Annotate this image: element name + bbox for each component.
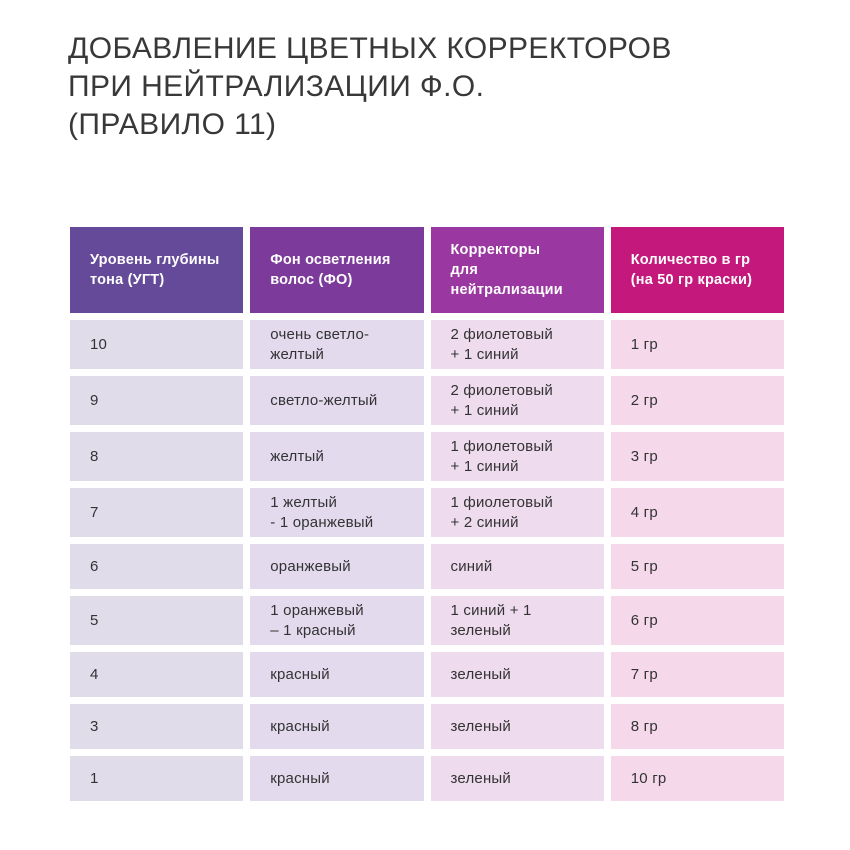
cell-ugt: 5 (70, 596, 244, 645)
cell-correctors: 2 фиолетовый + 1 синий (430, 376, 604, 425)
cell-fo: красный (250, 704, 424, 749)
cell-amount: 8 гр (610, 704, 784, 749)
cell-correctors: синий (430, 544, 604, 589)
cell-amount: 7 гр (610, 652, 784, 697)
cell-fo: 1 оранжевый – 1 красный (250, 596, 424, 645)
table-row: 8 желтый 1 фиолетовый + 1 синий 3 гр (70, 432, 784, 481)
cell-fo: очень светло-желтый (250, 320, 424, 369)
cell-correctors: 2 фиолетовый + 1 синий (430, 320, 604, 369)
cell-correctors: 1 фиолетовый + 1 синий (430, 432, 604, 481)
cell-fo: светло-желтый (250, 376, 424, 425)
cell-correctors: 1 фиолетовый + 2 синий (430, 488, 604, 537)
table-row: 10 очень светло-желтый 2 фиолетовый + 1 … (70, 320, 784, 369)
cell-fo: красный (250, 652, 424, 697)
table-row: 6 оранжевый синий 5 гр (70, 544, 784, 589)
table-row: 5 1 оранжевый – 1 красный 1 синий + 1 зе… (70, 596, 784, 645)
cell-ugt: 8 (70, 432, 244, 481)
correctors-table: Уровень глубины тона (УГТ) Фон осветлени… (70, 227, 784, 801)
cell-amount: 5 гр (610, 544, 784, 589)
cell-amount: 10 гр (610, 756, 784, 801)
cell-ugt: 4 (70, 652, 244, 697)
column-header-fo: Фон осветления волос (ФО) (250, 227, 424, 313)
table-row: 7 1 желтый - 1 оранжевый 1 фиолетовый + … (70, 488, 784, 537)
cell-correctors: 1 синий + 1 зеленый (430, 596, 604, 645)
page-title: ДОБАВЛЕНИЕ ЦВЕТНЫХ КОРРЕКТОРОВ ПРИ НЕЙТР… (68, 32, 672, 141)
cell-ugt: 10 (70, 320, 244, 369)
cell-fo: красный (250, 756, 424, 801)
cell-fo: 1 желтый - 1 оранжевый (250, 488, 424, 537)
cell-ugt: 1 (70, 756, 244, 801)
cell-correctors: зеленый (430, 704, 604, 749)
column-header-ugt: Уровень глубины тона (УГТ) (70, 227, 244, 313)
cell-amount: 6 гр (610, 596, 784, 645)
cell-amount: 2 гр (610, 376, 784, 425)
cell-ugt: 9 (70, 376, 244, 425)
table-row: 3 красный зеленый 8 гр (70, 704, 784, 749)
table-row: 1 красный зеленый 10 гр (70, 756, 784, 801)
cell-fo: оранжевый (250, 544, 424, 589)
table-row: 9 светло-желтый 2 фиолетовый + 1 синий 2… (70, 376, 784, 425)
cell-amount: 4 гр (610, 488, 784, 537)
cell-amount: 1 гр (610, 320, 784, 369)
table-row: 4 красный зеленый 7 гр (70, 652, 784, 697)
cell-ugt: 7 (70, 488, 244, 537)
table-header-row: Уровень глубины тона (УГТ) Фон осветлени… (70, 227, 784, 313)
cell-fo: желтый (250, 432, 424, 481)
cell-amount: 3 гр (610, 432, 784, 481)
cell-correctors: зеленый (430, 756, 604, 801)
cell-correctors: зеленый (430, 652, 604, 697)
column-header-amount: Количество в гр (на 50 гр краски) (610, 227, 784, 313)
cell-ugt: 3 (70, 704, 244, 749)
column-header-correctors: Корректоры для нейтрализации (430, 227, 604, 313)
cell-ugt: 6 (70, 544, 244, 589)
